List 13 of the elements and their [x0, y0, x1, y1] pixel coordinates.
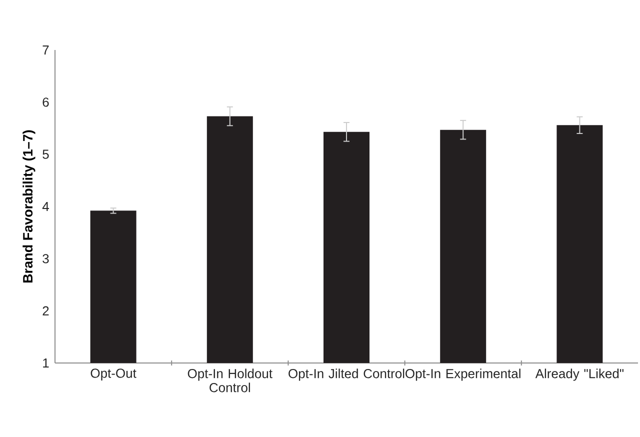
x-tick-label: Opt-In Holdout Control [188, 368, 272, 392]
y-tick-label: 7 [42, 46, 49, 54]
x-tick-label: Opt-Out [90, 368, 136, 380]
y-tick-label: 6 [42, 98, 49, 107]
x-tick-label: Opt-In Jilted Control [288, 368, 404, 381]
x-tick-label: Opt-In Experimental [406, 368, 520, 381]
y-axis-title: Brand Favorability (1–7) [22, 130, 36, 282]
y-tick-label: 4 [42, 202, 49, 211]
x-tick-label: Already "Liked" [535, 368, 624, 381]
y-tick-label: 2 [42, 306, 49, 316]
y-tick-label: 5 [42, 150, 49, 159]
y-tick-label: 3 [42, 254, 49, 264]
y-tick-label: 1 [43, 358, 49, 368]
